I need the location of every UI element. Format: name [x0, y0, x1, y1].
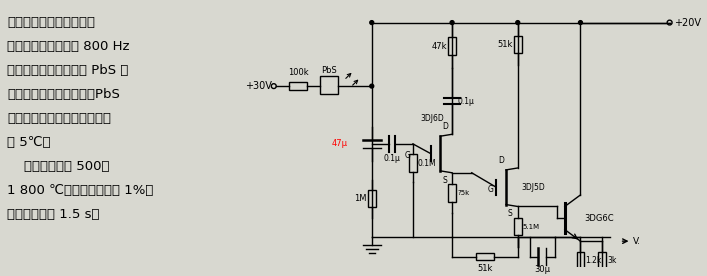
- Text: 3DJ6D: 3DJ6D: [421, 114, 445, 123]
- Text: +20V: +20V: [674, 18, 701, 28]
- Bar: [409, 155, 417, 172]
- Text: 51k: 51k: [498, 40, 513, 49]
- Text: 51k: 51k: [477, 264, 493, 273]
- Text: 0.1µ: 0.1µ: [458, 97, 475, 105]
- Text: 为 5℃。: 为 5℃。: [7, 136, 51, 149]
- Text: 1 800 ℃；测温误差小于 1%；: 1 800 ℃；测温误差小于 1%；: [7, 184, 153, 197]
- Text: 反应速度小于 1.5 s。: 反应速度小于 1.5 s。: [7, 208, 100, 221]
- Text: G: G: [405, 151, 411, 160]
- Bar: [289, 82, 307, 90]
- Text: 30µ: 30µ: [534, 265, 550, 274]
- Text: 光片的调制盘调制成 800 Hz: 光片的调制盘调制成 800 Hz: [7, 40, 130, 53]
- Text: 1M: 1M: [354, 194, 367, 203]
- Text: ?5k: ?5k: [457, 190, 469, 196]
- Text: 光信号。调制光入射进 PbS 光: 光信号。调制光入射进 PbS 光: [7, 64, 129, 77]
- Text: S: S: [443, 176, 447, 185]
- Text: 为恒功率偶置，其工作温度约: 为恒功率偶置，其工作温度约: [7, 112, 111, 125]
- Text: 仪器测温范围 500～: 仪器测温范围 500～: [7, 160, 110, 173]
- Text: +30V: +30V: [245, 81, 271, 91]
- Text: 敏电阔后转换为电信号，PbS: 敏电阔后转换为电信号，PbS: [7, 88, 120, 101]
- Bar: [448, 38, 456, 55]
- Circle shape: [370, 21, 374, 25]
- Text: 47k: 47k: [432, 42, 448, 51]
- Text: 被测物体的辐射，经带滤: 被测物体的辐射，经带滤: [7, 16, 95, 29]
- Text: 5.1M: 5.1M: [522, 224, 539, 230]
- Circle shape: [516, 21, 520, 25]
- Text: 3DG6C: 3DG6C: [585, 214, 614, 222]
- Bar: [598, 252, 606, 269]
- Bar: [514, 36, 522, 53]
- Circle shape: [450, 21, 454, 25]
- Bar: [576, 252, 585, 269]
- Text: D: D: [443, 122, 448, 131]
- Bar: [514, 218, 522, 235]
- Text: 0.1M: 0.1M: [418, 159, 436, 168]
- Text: G: G: [487, 185, 493, 194]
- Text: 47µ: 47µ: [332, 139, 347, 148]
- Text: 3DJ5D: 3DJ5D: [522, 183, 545, 192]
- Bar: [476, 253, 493, 261]
- Bar: [448, 184, 456, 202]
- Text: S: S: [508, 209, 513, 218]
- Text: PbS: PbS: [321, 66, 337, 75]
- Bar: [320, 76, 338, 94]
- Circle shape: [370, 84, 374, 88]
- Text: 3k: 3k: [607, 256, 617, 265]
- Text: 1.2k: 1.2k: [585, 256, 602, 265]
- Text: 100k: 100k: [288, 68, 308, 78]
- Text: D: D: [498, 156, 504, 165]
- Text: V.: V.: [633, 237, 641, 246]
- Circle shape: [578, 21, 583, 25]
- Bar: [368, 190, 375, 208]
- Text: 0.1µ: 0.1µ: [384, 153, 401, 163]
